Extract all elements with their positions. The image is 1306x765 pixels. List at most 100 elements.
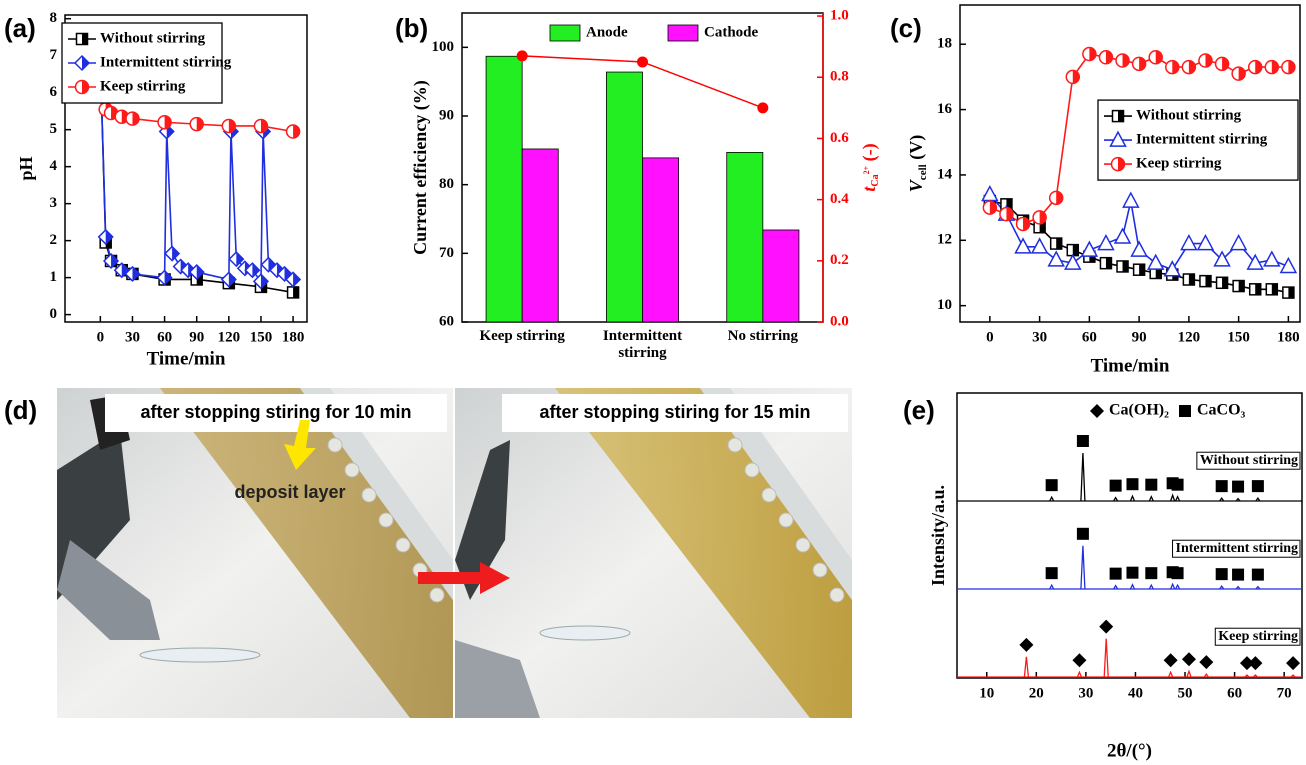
- legend-label: Without stirring: [1136, 108, 1242, 124]
- data-point: [165, 247, 179, 261]
- x-tick-label: 50: [1178, 685, 1193, 701]
- phase-marker: [1099, 620, 1113, 634]
- photo-left: [57, 388, 453, 718]
- phase-marker: [1110, 480, 1122, 492]
- spectrum-peak: [1024, 657, 1028, 677]
- phase-marker: [1077, 435, 1089, 447]
- series-label: Keep stirring: [1218, 629, 1298, 644]
- x-tick-label: 40: [1128, 685, 1143, 701]
- legend-marker: [76, 81, 89, 94]
- phase-marker: [1046, 479, 1058, 491]
- legend-label: Cathode: [704, 24, 759, 40]
- x-axis-title: Time/min: [1091, 355, 1170, 376]
- data-point: [254, 119, 267, 132]
- data-point: [1282, 61, 1295, 74]
- phase-marker: [1248, 656, 1262, 670]
- data-point: [1233, 281, 1244, 292]
- y-tick-label: 10: [937, 297, 952, 313]
- x-tick-label: 60: [157, 329, 172, 345]
- x-tick-label: 0: [986, 329, 994, 345]
- y-title-main: Current efficiency (%): [410, 80, 431, 255]
- y2-title-sub: Ca: [870, 174, 881, 186]
- data-point: [1115, 229, 1130, 243]
- y2-tick-label: 1.0: [830, 7, 849, 23]
- y-title-main: Intensity/a.u.: [928, 485, 948, 586]
- y-title-main: pH: [16, 156, 36, 180]
- data-point: [1134, 264, 1145, 275]
- y-tick-label: 70: [439, 245, 454, 261]
- x-tick-label: 30: [1032, 329, 1047, 345]
- data-point: [1200, 276, 1211, 287]
- y-tick-label: 7: [50, 47, 58, 63]
- data-point: [1249, 61, 1262, 74]
- data-point: [1198, 236, 1213, 250]
- data-point: [1166, 61, 1179, 74]
- y-tick-label: 90: [439, 107, 454, 123]
- data-point: [222, 119, 235, 132]
- legend-label: Intermittent stirring: [100, 54, 232, 70]
- data-point: [1181, 236, 1196, 250]
- data-point: [1232, 67, 1245, 80]
- data-point: [1082, 242, 1097, 256]
- data-point: [1016, 239, 1031, 253]
- x-tick-label: 60: [1227, 685, 1242, 701]
- x-tick-label: Keep stirring: [467, 328, 577, 345]
- phase-marker: [1172, 479, 1184, 491]
- x-tick-label: Intermittent stirring: [588, 328, 698, 362]
- spectrum-peak: [1104, 639, 1108, 677]
- phase-marker: [1252, 480, 1264, 492]
- y-tick-label: 80: [439, 176, 454, 192]
- legend-marker: [1112, 158, 1125, 171]
- spectrum-peak: [1171, 584, 1175, 589]
- phase-marker: [1216, 568, 1228, 580]
- phase-marker: [1145, 479, 1157, 491]
- x-tick-label: 90: [189, 329, 204, 345]
- y-tick-label: 12: [937, 232, 952, 248]
- y-tick-label: 16: [937, 101, 953, 117]
- data-point: [158, 116, 171, 129]
- data-point: [1283, 287, 1294, 298]
- figure-canvas: after stopping stiring for 10 min after …: [0, 0, 1306, 765]
- x-tick-label: 120: [218, 329, 241, 345]
- legend-marker: [77, 34, 88, 45]
- bar: [727, 152, 763, 322]
- phase-marker: [1252, 569, 1264, 581]
- panel-label: (e): [903, 395, 935, 425]
- data-point: [1100, 258, 1111, 269]
- spectrum-peak: [1081, 453, 1085, 501]
- data-point: [982, 187, 997, 201]
- spectrum-peak: [1171, 495, 1175, 501]
- spectrum-peak: [1130, 496, 1134, 501]
- series-label: Without stirring: [1200, 453, 1298, 468]
- data-point: [1049, 252, 1064, 266]
- x-tick-label: 30: [1078, 685, 1093, 701]
- data-point: [1231, 236, 1246, 250]
- y-tick-label: 2: [50, 232, 58, 248]
- y-axis-title: pH: [16, 156, 36, 180]
- phase-marker: [1182, 652, 1196, 666]
- y-tick-label: 8: [50, 10, 58, 26]
- data-point: [287, 125, 300, 138]
- phase-marker: [1072, 653, 1086, 667]
- legend-label: Anode: [586, 24, 628, 40]
- bar: [643, 158, 679, 322]
- legend-label: Keep stirring: [100, 78, 186, 94]
- photo-caption: after stopping stiring for 10 min: [140, 402, 411, 422]
- x-tick-label: 20: [1029, 685, 1044, 701]
- data-point: [1117, 261, 1128, 272]
- legend-label: Keep stirring: [1136, 156, 1222, 172]
- legend-label: Without stirring: [100, 30, 206, 46]
- y-tick-label: 0: [50, 306, 58, 322]
- legend-label: CaCO₃: [1197, 402, 1246, 419]
- legend-swatch: [550, 25, 580, 41]
- phase-marker: [1019, 638, 1033, 652]
- x-tick-label: 70: [1277, 685, 1292, 701]
- y-tick-label: 6: [50, 84, 58, 100]
- spectrum-peak: [1081, 546, 1085, 589]
- x-tick-label: 60: [1082, 329, 1097, 345]
- x-tick-label: 180: [1277, 329, 1300, 345]
- legend-marker: [1090, 404, 1104, 418]
- data-point: [517, 50, 528, 61]
- y-axis-title: Vcell (V): [906, 135, 928, 192]
- data-point: [757, 102, 768, 113]
